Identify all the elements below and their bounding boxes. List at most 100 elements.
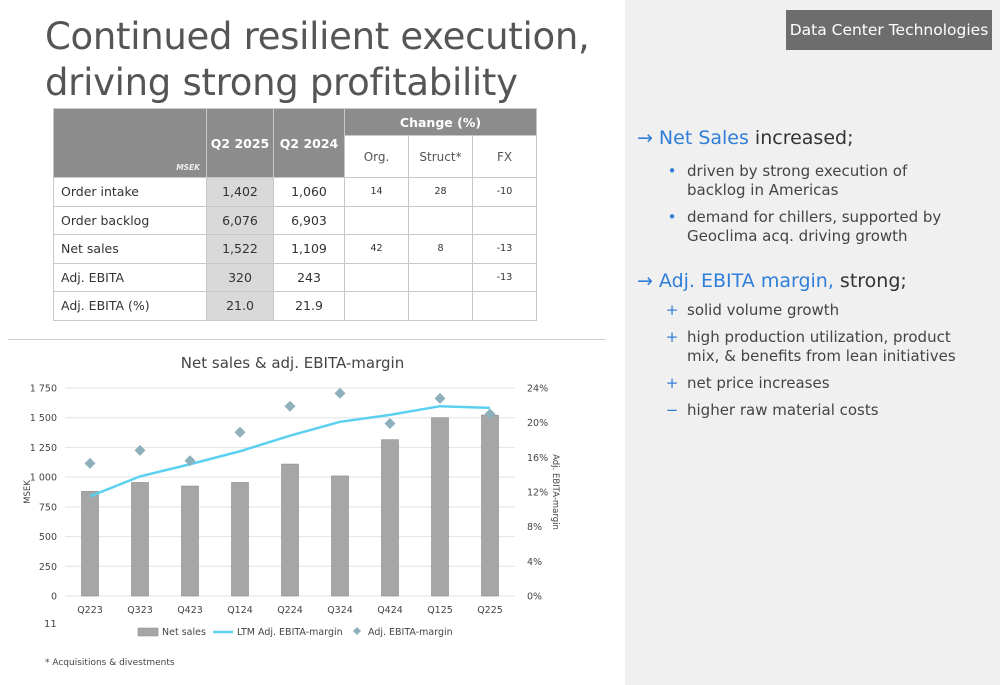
bullet-marker: +	[665, 374, 679, 392]
y-tick-label: 0	[51, 592, 57, 603]
x-tick-label: Q225	[477, 605, 503, 616]
cell-q2-2025: 6,076	[206, 205, 274, 235]
cell-q2-2024: 243	[273, 262, 345, 292]
point-adj-margin	[384, 418, 396, 430]
bullet-text: solid volume growth	[687, 301, 840, 319]
col-struct: Struct*	[408, 135, 473, 178]
list-item: + net price increases	[665, 374, 965, 393]
bar-net-sales	[481, 414, 499, 597]
table-row: Adj. EBITA 320 243 -13	[53, 262, 537, 292]
title-line-2: driving strong profitability	[45, 61, 518, 104]
point-adj-margin	[334, 387, 346, 399]
x-tick-label: Q124	[227, 605, 253, 616]
table-row: Order backlog 6,076 6,903	[53, 205, 537, 235]
bullet-marker: •	[667, 162, 677, 180]
row-label: Order backlog	[53, 205, 207, 235]
point-adj-margin	[434, 392, 446, 404]
x-tick-label: Q125	[427, 605, 453, 616]
segment-tag: Data Center Technologies	[786, 10, 992, 50]
table-row: Net sales 1,522 1,109 42 8 -13	[53, 234, 537, 264]
ebita-heading-accent: Adj. EBITA margin,	[658, 270, 834, 292]
x-tick-label: Q424	[377, 605, 403, 616]
cell-fx	[472, 291, 537, 321]
bar-net-sales	[331, 475, 349, 597]
right-panel	[625, 0, 1000, 685]
legend-label: Net sales	[162, 627, 206, 638]
arrow-right-icon: →	[637, 270, 653, 292]
col-fx: FX	[472, 135, 537, 178]
unit-label: MSEK	[53, 108, 207, 178]
list-item: + solid volume growth	[665, 301, 965, 320]
bullet-marker: •	[667, 208, 677, 226]
title-line-1: Continued resilient execution,	[45, 15, 590, 58]
point-adj-margin	[284, 400, 296, 412]
bar-net-sales	[281, 463, 299, 597]
cell-q2-2025: 21.0	[206, 291, 274, 321]
cell-q2-2025: 1,522	[206, 234, 274, 264]
chart-title: Net sales & adj. EBITA-margin	[180, 354, 405, 372]
net-sales-heading-accent: Net Sales	[658, 127, 749, 149]
page-title: Continued resilient execution, driving s…	[45, 14, 590, 106]
cell-org	[344, 262, 409, 292]
y2-tick-label: 24%	[527, 384, 548, 395]
bullet-marker: −	[665, 401, 679, 419]
cell-struct	[408, 291, 473, 321]
ebita-heading: → Adj. EBITA margin, strong;	[637, 270, 907, 292]
x-tick-label: Q423	[177, 605, 203, 616]
list-item: + high production utilization, product mi…	[665, 328, 965, 366]
y-axis-title: MSEK	[23, 480, 33, 504]
col-q2-2024: Q2 2024	[273, 108, 345, 178]
y-tick-label: 1 000	[30, 473, 57, 484]
y2-tick-label: 12%	[527, 488, 548, 499]
cell-org: 42	[344, 234, 409, 264]
point-adj-margin	[234, 426, 246, 438]
bullet-text: demand for chillers, supported by Geocli…	[687, 208, 942, 245]
bar-net-sales	[181, 485, 199, 597]
net-sales-list: • driven by strong execution of backlog i…	[665, 162, 965, 254]
kpi-table: MSEK Q2 2025 Q2 2024 Change (%) Org. Str…	[53, 108, 537, 321]
y-tick-label: 1 250	[30, 443, 57, 454]
row-label: Net sales	[53, 234, 207, 264]
bullet-text: higher raw material costs	[687, 401, 879, 419]
table-row: Order intake 1,402 1,060 14 28 -10	[53, 177, 537, 207]
y-tick-label: 1 500	[30, 413, 57, 424]
y-tick-label: 1 750	[30, 384, 57, 395]
net-sales-chart: 0 250 500 750 1 000 1 250 1 500 1 750 0% 4% 8% 12% 1…	[23, 384, 560, 639]
point-adj-margin	[484, 408, 496, 420]
cell-q2-2024: 1,060	[273, 177, 345, 207]
point-adj-margin	[84, 457, 96, 469]
cell-q2-2025: 320	[206, 262, 274, 292]
section-divider	[8, 339, 606, 340]
bar-net-sales	[231, 482, 249, 597]
cell-q2-2024: 6,903	[273, 205, 345, 235]
cell-fx	[472, 205, 537, 235]
cell-q2-2024: 21.9	[273, 291, 345, 321]
col-org: Org.	[344, 135, 409, 178]
col-q2-2025: Q2 2025	[206, 108, 274, 178]
legend-label: LTM Adj. EBITA-margin	[237, 627, 343, 638]
point-adj-margin	[184, 455, 196, 467]
ebita-heading-rest: strong;	[833, 270, 907, 292]
y2-tick-label: 0%	[527, 592, 542, 603]
net-sales-heading: → Net Sales increased;	[637, 127, 853, 149]
y-tick-label: 500	[39, 532, 57, 543]
legend-swatch-diamond	[353, 627, 361, 635]
y2-tick-label: 8%	[527, 522, 542, 533]
legend-swatch-bar	[137, 627, 159, 637]
row-label: Order intake	[53, 177, 207, 207]
list-item: • driven by strong execution of backlog i…	[665, 162, 965, 200]
list-item: − higher raw material costs	[665, 401, 965, 420]
row-label: Adj. EBITA	[53, 262, 207, 292]
bullet-text: net price increases	[687, 374, 830, 392]
cell-struct: 8	[408, 234, 473, 264]
ebita-list: + solid volume growth + high production uti…	[665, 301, 965, 428]
cell-fx: -10	[472, 177, 537, 207]
y2-tick-label: 16%	[527, 453, 548, 464]
y2-tick-label: 20%	[527, 418, 548, 429]
cell-org	[344, 291, 409, 321]
change-header: Change (%)	[344, 108, 537, 136]
x-tick-label: Q323	[127, 605, 153, 616]
net-sales-heading-rest: increased;	[748, 127, 854, 149]
legend-label: Adj. EBITA-margin	[368, 627, 453, 638]
bar-net-sales	[381, 439, 399, 597]
